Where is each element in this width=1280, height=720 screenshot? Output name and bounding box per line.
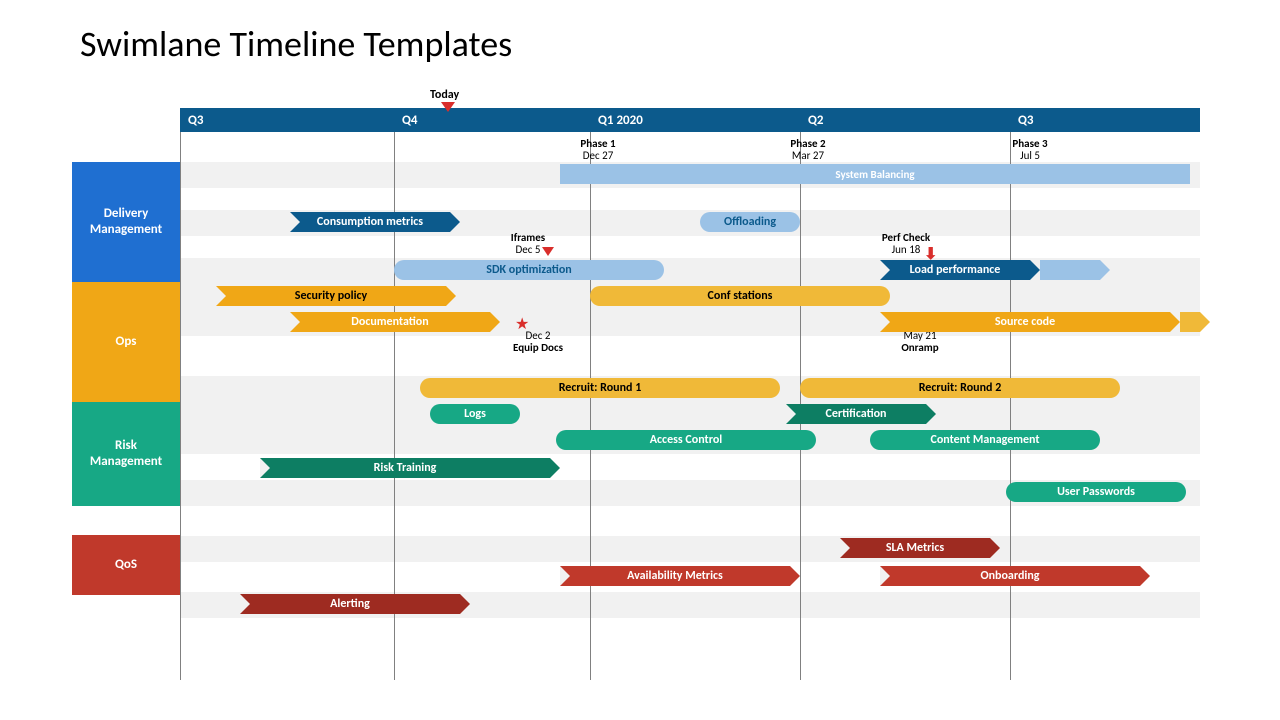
task-bar: Documentation: [290, 312, 490, 332]
task-bar: Offloading: [700, 212, 800, 232]
quarter-header: Q4: [394, 108, 590, 132]
annotation-label: Dec 2Equip Docs: [498, 330, 578, 354]
gridline: [1010, 132, 1011, 680]
annotation-caret-icon: [542, 247, 554, 256]
phase-label: Phase 3Jul 5: [1000, 138, 1060, 162]
task-bar: Onboarding: [880, 566, 1140, 586]
quarter-header: Q3: [180, 108, 394, 132]
lane-label: DeliveryManagement: [72, 162, 180, 282]
annotation-label: May 21Onramp: [880, 330, 960, 354]
task-bar: Load performance: [880, 260, 1030, 280]
today-marker-icon: [441, 102, 455, 112]
quarter-header: Q2: [800, 108, 1010, 132]
task-bar: [1040, 260, 1100, 280]
task-bar: Alerting: [240, 594, 460, 614]
gridline: [590, 132, 591, 680]
today-label: Today: [430, 88, 459, 102]
task-bar: Recruit: Round 1: [420, 378, 780, 398]
quarter-header: Q1 2020: [590, 108, 800, 132]
page-title: Swimlane Timeline Templates: [80, 22, 512, 66]
task-bar: Source code: [880, 312, 1170, 332]
annotation-label: IframesDec 5: [488, 232, 568, 256]
lane-label: RiskManagement: [72, 402, 180, 506]
phase-label: Phase 1Dec 27: [568, 138, 628, 162]
quarter-header: Q3: [1010, 108, 1200, 132]
lane-label: Ops: [72, 282, 180, 402]
task-bar: System Balancing: [560, 164, 1190, 184]
task-bar: Security policy: [216, 286, 446, 306]
row-bg: [180, 536, 1200, 562]
task-bar: Logs: [430, 404, 520, 424]
task-bar: SDK optimization: [394, 260, 664, 280]
task-bar: Consumption metrics: [290, 212, 450, 232]
annotation-star-icon: ★: [515, 314, 529, 334]
phase-label: Phase 2Mar 27: [778, 138, 838, 162]
row-bg: [180, 402, 1200, 428]
lane-label: QoS: [72, 535, 180, 595]
task-bar: Conf stations: [590, 286, 890, 306]
task-bar: Access Control: [556, 430, 816, 450]
task-bar: [1180, 312, 1200, 332]
task-bar: Recruit: Round 2: [800, 378, 1120, 398]
task-bar: User Passwords: [1006, 482, 1186, 502]
task-bar: SLA Metrics: [840, 538, 990, 558]
task-bar: Risk Training: [260, 458, 550, 478]
task-bar: Certification: [786, 404, 926, 424]
task-bar: Content Management: [870, 430, 1100, 450]
gridline: [180, 132, 181, 680]
task-bar: Availability Metrics: [560, 566, 790, 586]
